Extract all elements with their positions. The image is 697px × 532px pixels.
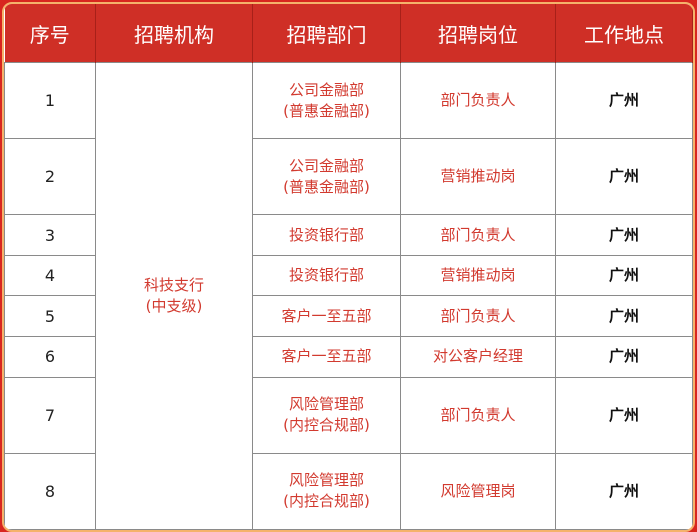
- department-cell: 风险管理部 (内控合规部): [252, 376, 401, 454]
- row-number: 5: [4, 295, 96, 338]
- department-line: (内控合规部): [283, 492, 370, 511]
- department-line: 公司金融部: [288, 156, 364, 175]
- table-row: 1 科技支行 (中支级) 公司金融部 (普惠金融部) 部门负责人 广州: [4, 61, 693, 530]
- department-line: 客户一至五部: [281, 306, 372, 325]
- table-row: 2 公司金融部 (普惠金融部) 营销推动岗 广州: [4, 138, 693, 216]
- department-cell: 投资银行部: [252, 254, 401, 297]
- header-row: 序号 招聘机构 招聘部门 招聘岗位 工作地点: [4, 4, 693, 63]
- department-line: 风险管理部: [288, 395, 364, 414]
- location-cell: 广州: [555, 295, 693, 338]
- position-cell: 部门负责人: [400, 214, 556, 256]
- location-cell: 广州: [555, 254, 693, 297]
- header-no: 序号: [4, 4, 96, 63]
- location-cell: 广州: [555, 138, 693, 216]
- table-row: 7 风险管理部 (内控合规部) 部门负责人 广州: [4, 376, 693, 454]
- table-row: 5 客户一至五部 部门负责人 广州: [4, 295, 693, 338]
- department-line: (内控合规部): [283, 416, 370, 435]
- department-cell: 风险管理部 (内控合规部): [252, 452, 401, 530]
- position-cell: 部门负责人: [400, 61, 556, 140]
- department-cell: 公司金融部 (普惠金融部): [252, 61, 401, 140]
- row-number: 7: [4, 376, 96, 454]
- row-number: 6: [4, 336, 96, 378]
- department-line: 投资银行部: [288, 266, 364, 285]
- institution-name: 科技支行: [143, 276, 204, 294]
- table-row: 4 投资银行部 营销推动岗 广州: [4, 254, 693, 297]
- row-number: 4: [4, 254, 96, 297]
- header-department: 招聘部门: [252, 4, 401, 63]
- position-cell: 对公客户经理: [400, 336, 556, 378]
- location-cell: 广州: [555, 61, 693, 140]
- table-row: 6 客户一至五部 对公客户经理 广州: [4, 336, 693, 378]
- institution-cell: 科技支行 (中支级): [95, 62, 253, 530]
- location-cell: 广州: [555, 336, 693, 378]
- position-cell: 营销推动岗: [400, 254, 556, 297]
- recruitment-table: 序号 招聘机构 招聘部门 招聘岗位 工作地点 1 科技支行 (中支级) 公司金融部 (普…: [4, 4, 693, 530]
- department-cell: 客户一至五部: [252, 295, 401, 338]
- institution-level: (中支级): [145, 297, 203, 315]
- department-line: (普惠金融部): [283, 177, 370, 196]
- department-line: (普惠金融部): [283, 101, 370, 120]
- department-line: 客户一至五部: [281, 347, 372, 366]
- row-number: 3: [4, 214, 96, 256]
- position-cell: 部门负责人: [400, 295, 556, 338]
- row-number: 8: [4, 452, 96, 530]
- header-location: 工作地点: [555, 4, 693, 63]
- location-cell: 广州: [555, 214, 693, 256]
- header-institution: 招聘机构: [95, 4, 253, 63]
- department-line: 投资银行部: [288, 225, 364, 244]
- position-cell: 风险管理岗: [400, 452, 556, 530]
- table-row: 8 风险管理部 (内控合规部) 风险管理岗 广州: [4, 452, 693, 530]
- position-cell: 部门负责人: [400, 376, 556, 454]
- department-line: 风险管理部: [288, 471, 364, 490]
- location-cell: 广州: [555, 376, 693, 454]
- department-cell: 公司金融部 (普惠金融部): [252, 138, 401, 216]
- department-cell: 客户一至五部: [252, 336, 401, 378]
- row-number: 2: [4, 138, 96, 216]
- table-row: 3 投资银行部 部门负责人 广州: [4, 214, 693, 256]
- department-line: 公司金融部: [288, 80, 364, 99]
- header-position: 招聘岗位: [400, 4, 556, 63]
- row-number: 1: [4, 61, 96, 140]
- location-cell: 广州: [555, 452, 693, 530]
- position-cell: 营销推动岗: [400, 138, 556, 216]
- department-cell: 投资银行部: [252, 214, 401, 256]
